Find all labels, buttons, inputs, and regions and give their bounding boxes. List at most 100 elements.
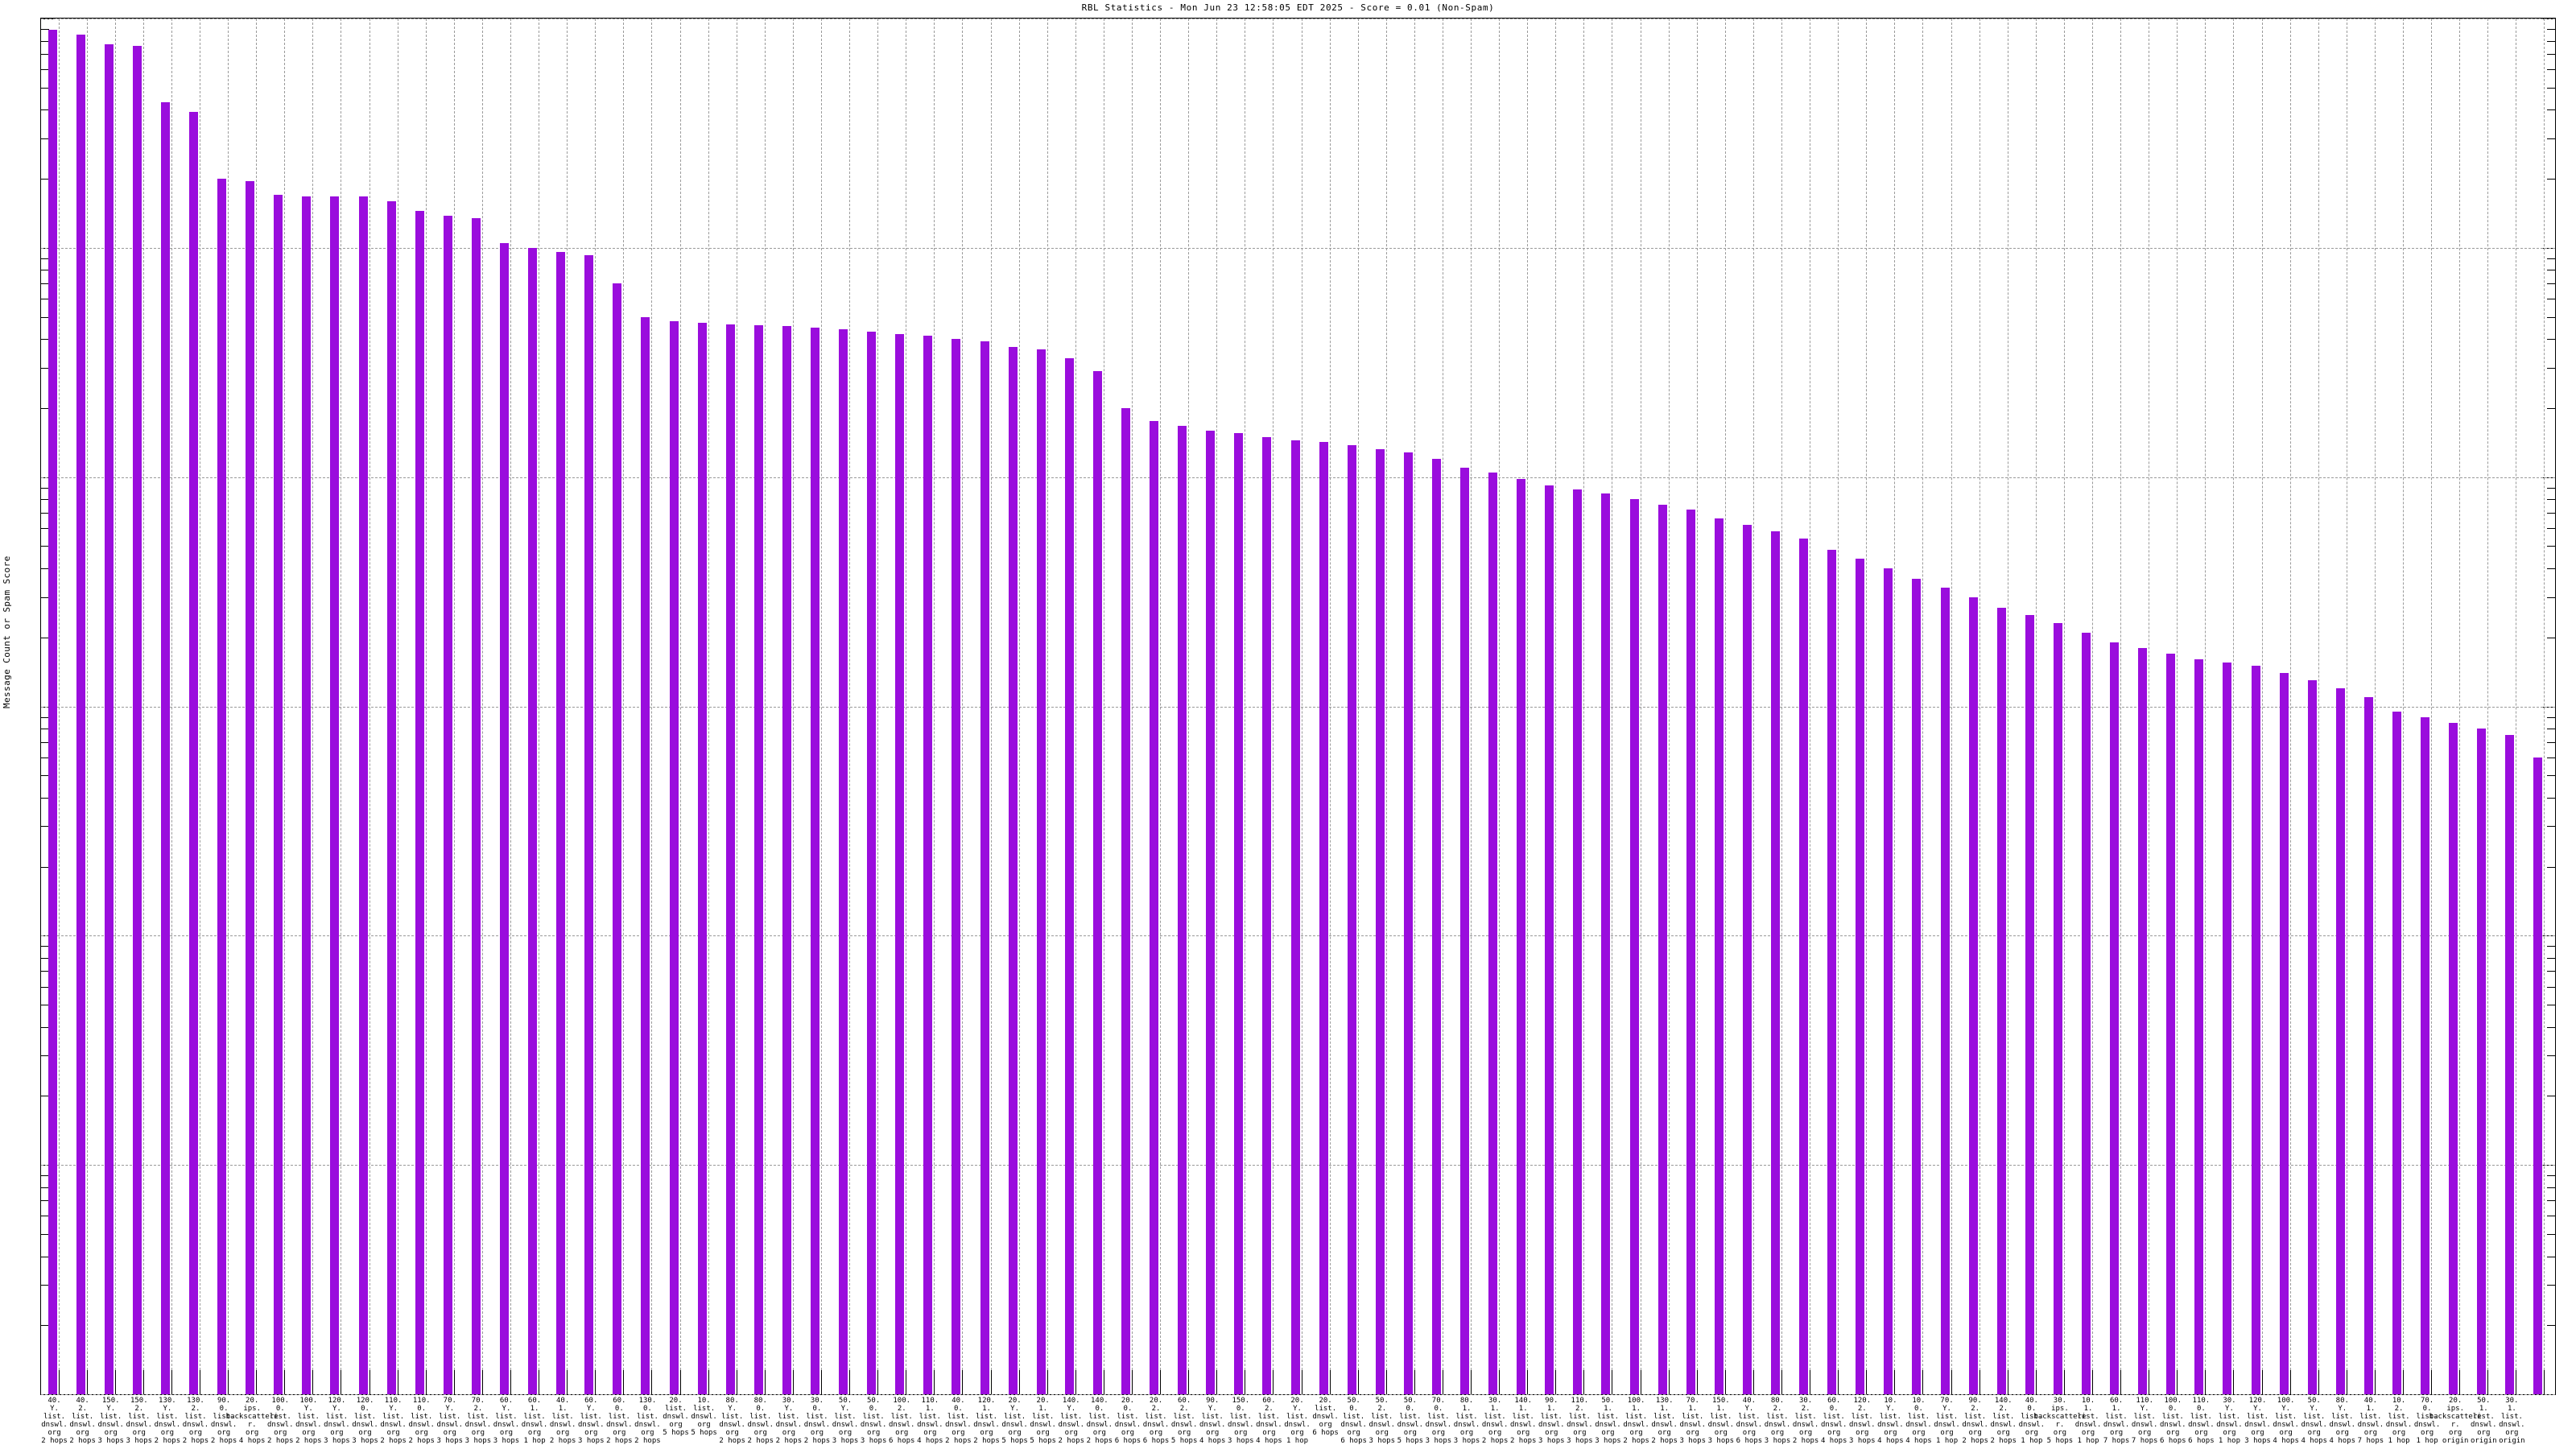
vertical-gridline [2374,19,2376,1394]
x-axis-tick-label: 120. 2. list. dnswl. org 3 hops [1849,1397,1876,1445]
y-axis-tick [40,527,49,529]
y-axis-tick [2547,1175,2556,1177]
x-axis-tick-label: 120. 1. list. dnswl. org 2 hops [973,1397,1000,1445]
bar [895,334,905,1394]
x-axis-tick-label: 130. 0. list. dnswl. org 2 hops [634,1397,661,1445]
vertical-gridline [595,19,597,1394]
x-axis-tick [312,1370,314,1394]
vertical-gridline [2261,19,2263,1394]
vertical-gridline [425,19,427,1394]
vertical-gridline [623,19,625,1394]
x-axis-tick [1188,1370,1190,1394]
x-axis-tick-label: 10. 1. list. dnswl. org 1 hop [2074,1397,2102,1445]
bar [2194,659,2204,1394]
bar [1178,425,1187,1394]
y-axis-tick [40,1055,49,1057]
x-axis-tick-label: 100. 0. list. dnswl. org 2 hops [266,1397,294,1445]
y-axis-tick [2547,1285,2556,1286]
x-axis-tick [1075,1370,1076,1394]
bar [1375,449,1385,1394]
x-axis-tick-label: 70. 0. list. dnswl. org 3 hops [1425,1397,1452,1445]
y-axis-tick [2547,597,2556,598]
vertical-gridline [567,19,568,1394]
bar [386,200,396,1394]
x-axis-tick-label: 150. Y. list. dnswl. org 3 hops [97,1397,124,1445]
bar [302,196,312,1394]
x-axis-tick [425,1370,427,1394]
x-axis-tick-label: 60. 1. list. dnswl. org 7 hops [2103,1397,2130,1445]
x-axis-tick [1838,1370,1839,1394]
vertical-gridline [1385,19,1387,1394]
y-axis-tick [40,1285,49,1286]
y-axis-tick [2547,716,2556,718]
vertical-gridline [369,19,370,1394]
y-axis-tick [2547,1055,2556,1057]
y-axis-tick [2547,29,2556,31]
x-axis-tick-label: 20. list. dnswl. org 6 hops [1312,1397,1339,1437]
y-axis-tick [40,568,49,569]
vertical-gridline [1752,19,1754,1394]
bar [2505,735,2515,1394]
vertical-gridline [877,19,879,1394]
x-axis-tick-label: 100. Y. list. dnswl. org 4 hops [2273,1397,2299,1445]
x-axis-tick-label: 150. 1. list. dnswl. org 3 hops [1707,1397,1735,1445]
x-axis-tick [764,1370,766,1394]
vertical-gridline [1583,19,1585,1394]
y-axis-tick [40,866,49,868]
x-axis-tick-label: 30. Y. list. dnswl. org 1 hop [2216,1397,2243,1445]
x-axis-tick [86,1370,88,1394]
x-axis-tick [1527,1370,1529,1394]
x-axis-tick-label: 40. Y. list. dnswl. org 6 hops [1736,1397,1763,1445]
y-axis-tick [2547,339,2556,341]
x-axis-tick-label: 30. 1. list. dnswl. org origin [2499,1397,2525,1445]
bar [2363,696,2373,1394]
vertical-gridline [1838,19,1839,1394]
y-axis-label: Message Count or Spam Score [2,510,12,708]
vertical-gridline [481,19,483,1394]
bar [1036,349,1046,1394]
y-axis-tick [40,69,49,71]
vertical-gridline [2063,19,2065,1394]
bar-series [41,19,2555,1394]
y-axis-tick [2547,1325,2556,1327]
bar [613,283,622,1394]
x-axis-tick [1357,1370,1359,1394]
x-axis-tick [877,1370,879,1394]
x-axis-tick [2487,1370,2489,1394]
bar [725,324,735,1394]
vertical-gridline [1894,19,1896,1394]
x-axis-tick-label: 80. Y. list. dnswl. org 2 hops [719,1397,745,1445]
bar [1629,499,1639,1394]
bar [2166,653,2176,1394]
x-axis-tick-label: 70. 0. list. dnswl. org 1 hop [2413,1397,2441,1445]
bar [2335,687,2345,1394]
bar [246,181,255,1394]
vertical-gridline [1979,19,1980,1394]
vertical-gridline [934,19,935,1394]
x-axis-tick-label: 70. Y. list. dnswl. org 3 hops [436,1397,464,1445]
bar [1064,357,1074,1394]
vertical-gridline [1866,19,1868,1394]
x-axis-tick [1696,1370,1698,1394]
gridlines: 1000010001001010.10.01 [40,19,2556,1395]
vertical-gridline [2431,19,2433,1394]
vertical-gridline [1273,19,1274,1394]
x-axis-tick [1555,1370,1557,1394]
bar [2307,680,2317,1394]
x-axis-tick [934,1370,935,1394]
x-axis-tick-label: 110. 1. list. dnswl. org 4 hops [917,1397,943,1445]
y-axis-tick [40,741,49,743]
vertical-gridline [792,19,794,1394]
vertical-gridline [1018,19,1020,1394]
y-axis-tick [2547,971,2556,972]
bar [1856,559,1865,1394]
x-axis-tick-label: 80. 1. list. dnswl. org 3 hops [1453,1397,1480,1445]
vertical-gridline [651,19,653,1394]
bar [104,44,114,1394]
x-axis-tick [369,1370,370,1394]
y-axis-tick [40,512,49,514]
y-axis-tick [2547,527,2556,529]
bar [839,329,848,1394]
y-axis-tick [40,40,49,42]
x-axis-tick [1979,1370,1980,1394]
